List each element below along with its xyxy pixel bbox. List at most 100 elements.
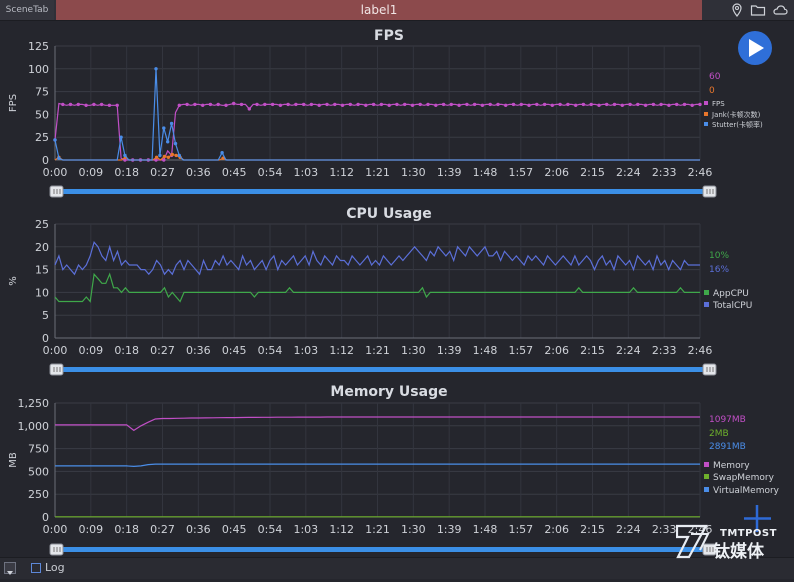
data-point [550,103,554,108]
x-tick-label: 1:57 [508,344,533,357]
x-tick-label: 2:15 [580,523,605,536]
x-tick-label: 0:36 [186,166,211,179]
data-point [643,103,648,108]
x-tick-label: 1:21 [365,523,390,536]
y-tick-label: 5 [42,309,49,322]
legend-label: TotalCPU [712,301,752,311]
legend-label: Memory [713,461,750,471]
legend-swatch [704,290,709,295]
data-point [403,102,407,107]
data-point [170,152,174,157]
data-point [496,102,500,107]
location-icon[interactable] [730,3,744,17]
data-point [99,102,104,107]
data-point [166,155,171,159]
data-point [278,103,283,108]
x-tick-label: 0:27 [150,344,175,357]
data-point [68,102,73,107]
x-tick-label: 2:24 [616,523,641,536]
x-tick-label: 1:39 [437,166,462,179]
x-tick-label: 0:36 [186,523,211,536]
chart-title: CPU Usage [346,206,431,222]
data-point [302,102,306,107]
data-point [356,102,360,107]
data-point [201,103,205,108]
legend-label: Stutter(卡顿率) [712,120,763,129]
y-tick-label: 750 [28,443,49,456]
y-tick-label: 0 [42,154,49,167]
log-checkbox[interactable] [31,563,41,573]
data-point [504,103,508,108]
x-tick-label: 0:00 [43,523,68,536]
data-point [519,102,523,107]
x-tick-label: 1:30 [401,344,426,357]
x-tick-label: 2:15 [580,344,605,357]
y-axis-label: % [8,276,19,286]
label-tab[interactable]: label1 [56,0,702,20]
data-point [162,126,166,130]
current-value-label: 60 [709,72,721,82]
data-point [154,158,158,162]
cloud-icon[interactable] [772,3,788,17]
data-point [162,154,167,159]
crosshair-mark [744,505,771,532]
series-line [54,272,700,303]
data-point [76,102,81,107]
triangle-down-icon[interactable] [4,562,16,575]
data-point [636,102,640,107]
legend-label: VirtualMemory [713,486,780,496]
data-point [387,103,391,108]
watermark-line2: 钛媒体 [713,541,765,560]
x-tick-label: 1:30 [401,523,426,536]
y-tick-label: 1,000 [18,420,50,433]
data-point [84,103,88,108]
folder-icon[interactable] [750,3,766,17]
data-point [158,153,162,158]
x-tick-label: 2:24 [616,166,641,179]
x-tick-label: 1:21 [365,166,390,179]
legend-swatch [704,462,709,467]
x-tick-label: 2:33 [652,523,677,536]
x-tick-label: 1:57 [508,523,533,536]
data-point [270,102,275,107]
x-tick-label: 0:09 [78,166,103,179]
x-tick-label: 0:09 [78,523,103,536]
current-value-label: 2MB [709,429,729,439]
legend-label: AppCPU [713,289,749,299]
y-tick-label: 20 [35,241,49,254]
x-tick-label: 0:45 [222,166,247,179]
x-tick-label: 1:57 [508,166,533,179]
x-tick-label: 0:54 [258,523,283,536]
data-point [566,102,570,107]
x-tick-label: 0:54 [258,344,283,357]
current-value-label: 16% [709,265,729,275]
legend-label: SwapMemory [713,473,775,483]
data-point [174,153,178,158]
legend-label: Jank(卡顿次数) [711,110,761,119]
range-slider-track [56,547,714,552]
y-tick-label: 25 [35,131,49,144]
watermark-line1: TMTPOST [720,528,777,539]
bottom-bar: Log [0,557,794,579]
data-point [675,102,679,107]
data-point [472,102,477,107]
data-point [185,102,189,107]
x-tick-label: 2:46 [688,344,713,357]
y-tick-label: 50 [35,108,49,121]
x-tick-label: 0:27 [150,523,175,536]
data-point [535,102,539,107]
chart-title: Memory Usage [330,384,447,400]
tmtpost-watermark: TMTPOST 钛媒体 [675,520,786,564]
series-line [54,68,700,161]
x-tick-label: 0:18 [114,344,139,357]
data-point [123,153,127,158]
y-tick-label: 0 [42,511,49,524]
x-tick-label: 0:54 [258,166,283,179]
data-point [465,102,469,107]
x-tick-label: 1:39 [437,344,462,357]
scene-tab[interactable]: SceneTab [0,0,54,20]
legend-swatch [704,122,708,126]
data-point [123,158,127,162]
data-point [488,102,492,107]
x-tick-label: 1:21 [365,344,390,357]
